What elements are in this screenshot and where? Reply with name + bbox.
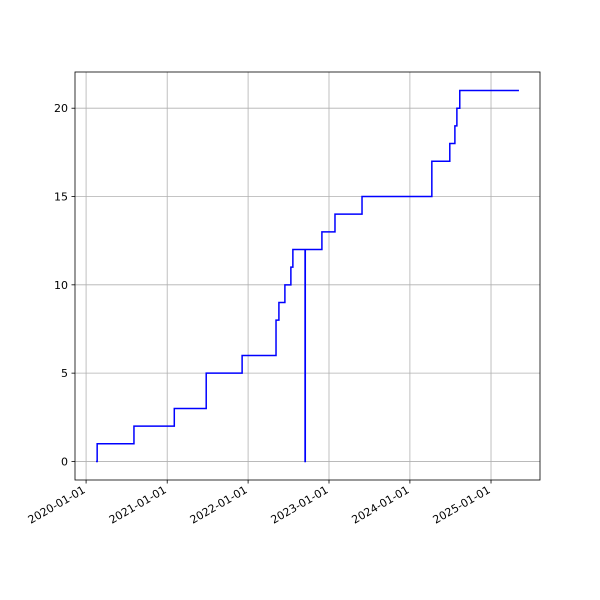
x-tick-label: 2025-01-01 (431, 483, 493, 526)
y-tick-label: 15 (54, 191, 68, 204)
y-tick-label: 0 (61, 455, 68, 468)
x-tick-label: 2020-01-01 (26, 483, 88, 526)
axes-frame (74, 71, 541, 481)
x-tick-label: 2022-01-01 (188, 483, 250, 526)
y-tick-label: 20 (54, 102, 68, 115)
x-tick-label: 2024-01-01 (350, 483, 412, 526)
plot-area (75, 72, 540, 480)
x-tick-label: 2021-01-01 (107, 483, 169, 526)
y-tick-label: 10 (54, 279, 68, 292)
y-tick-label: 5 (61, 367, 68, 380)
data-line (96, 89, 519, 463)
x-tick-label: 2023-01-01 (269, 483, 331, 526)
